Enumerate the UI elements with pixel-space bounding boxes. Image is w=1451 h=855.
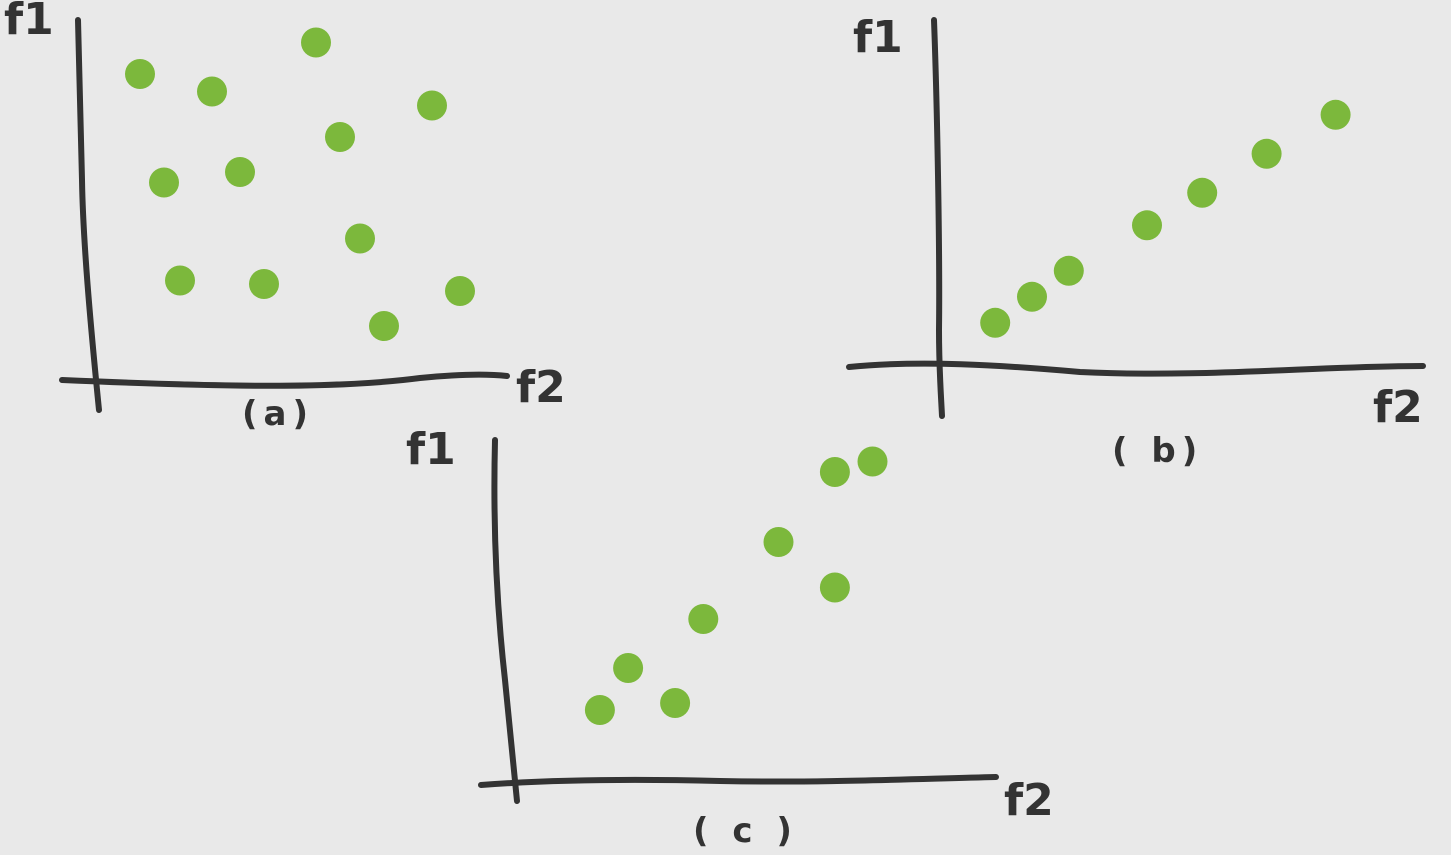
panel-b-point-7 [1320, 99, 1351, 130]
panel-a-x-label: f2 [516, 362, 566, 413]
panel-a-point-7 [225, 157, 255, 187]
panel-b-point-6 [1251, 138, 1282, 169]
panel-a-point-3 [301, 27, 331, 58]
panel-c-point-2 [613, 653, 644, 683]
panel-c: f1 f2 ( c ) [406, 424, 1054, 851]
panel-b-y-axis [931, 17, 945, 419]
panel-a-point-4 [417, 90, 447, 121]
panel-b-x-axis [846, 360, 1426, 377]
panel-b-points [980, 99, 1351, 338]
panel-a-y-label: f1 [4, 0, 54, 45]
panel-a-point-11 [369, 311, 399, 341]
panel-a-point-5 [325, 122, 355, 152]
panel-a-point-6 [149, 167, 179, 198]
panel-c-point-4 [688, 604, 719, 634]
panel-a-y-axis [75, 17, 102, 413]
panel-b-point-1 [980, 307, 1011, 338]
panel-c-y-axis [491, 437, 520, 804]
panel-b-point-2 [1017, 281, 1047, 312]
panel-a-x-axis [59, 371, 510, 389]
panel-c-point-3 [660, 688, 691, 718]
panel-b-point-5 [1187, 177, 1218, 208]
panel-a: f1 f2 (a) [4, 0, 566, 434]
panel-a-point-1 [125, 59, 155, 89]
panel-b-point-4 [1132, 210, 1162, 241]
panel-c-y-label: f1 [406, 424, 456, 475]
panel-c-point-7 [819, 457, 850, 487]
panel-c-x-label: f2 [1004, 775, 1054, 826]
panel-c-points [584, 446, 888, 725]
panel-c-point-6 [819, 572, 850, 603]
panel-c-point-1 [584, 695, 615, 725]
panel-a-point-8 [345, 223, 375, 254]
panel-b-caption: ( b) [1112, 431, 1203, 471]
panel-c-caption: ( c ) [693, 811, 798, 851]
panel-c-point-5 [763, 527, 794, 557]
panel-a-point-9 [165, 265, 195, 296]
panel-a-point-2 [197, 76, 227, 107]
panel-a-point-12 [445, 276, 475, 306]
panel-c-point-8 [857, 446, 888, 477]
panel-c-x-axis [478, 774, 999, 788]
panel-a-points [125, 27, 475, 341]
panel-b: f1 f2 ( b) [846, 12, 1426, 471]
panel-a-point-10 [249, 269, 279, 299]
panel-b-point-3 [1053, 255, 1084, 286]
panel-a-caption: (a) [242, 394, 314, 434]
panel-b-x-label: f2 [1373, 382, 1423, 433]
panel-b-y-label: f1 [853, 12, 903, 63]
